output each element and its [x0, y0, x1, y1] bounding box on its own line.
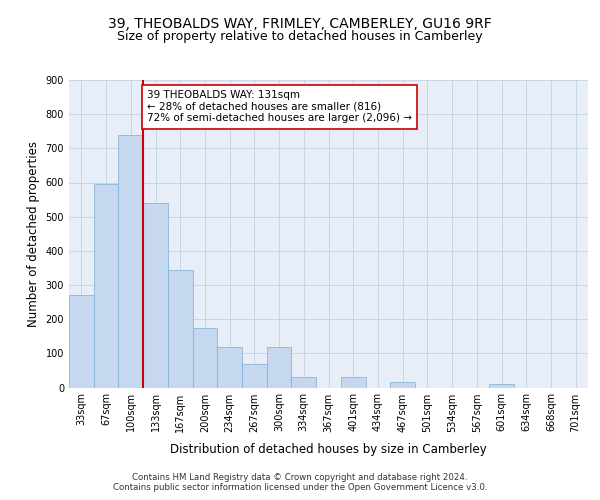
X-axis label: Distribution of detached houses by size in Camberley: Distribution of detached houses by size …: [170, 443, 487, 456]
Bar: [489, 384, 514, 388]
Bar: [118, 134, 143, 388]
Bar: [292, 377, 316, 388]
Bar: [341, 377, 365, 388]
Bar: [69, 295, 94, 388]
Text: 39, THEOBALDS WAY, FRIMLEY, CAMBERLEY, GU16 9RF: 39, THEOBALDS WAY, FRIMLEY, CAMBERLEY, G…: [108, 18, 492, 32]
Y-axis label: Number of detached properties: Number of detached properties: [27, 141, 40, 327]
Text: Size of property relative to detached houses in Camberley: Size of property relative to detached ho…: [117, 30, 483, 43]
Text: Contains HM Land Registry data © Crown copyright and database right 2024.
Contai: Contains HM Land Registry data © Crown c…: [113, 473, 487, 492]
Bar: [242, 364, 267, 388]
Bar: [217, 346, 242, 388]
Bar: [390, 382, 415, 388]
Bar: [168, 270, 193, 388]
Bar: [143, 203, 168, 388]
Text: 39 THEOBALDS WAY: 131sqm
← 28% of detached houses are smaller (816)
72% of semi-: 39 THEOBALDS WAY: 131sqm ← 28% of detach…: [147, 90, 412, 124]
Bar: [267, 346, 292, 388]
Bar: [193, 328, 217, 388]
Bar: [94, 184, 118, 388]
